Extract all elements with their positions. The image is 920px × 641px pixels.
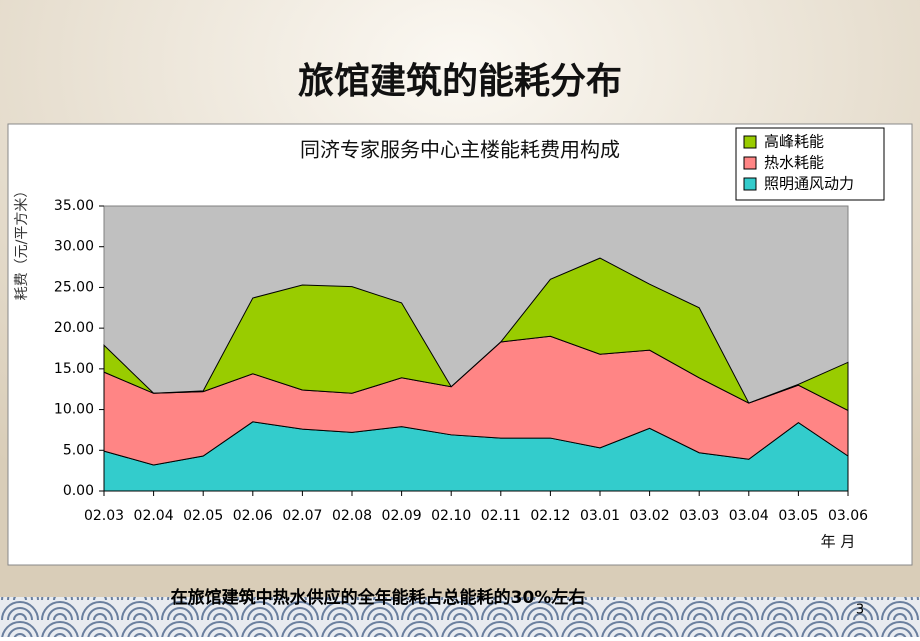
x-tick-label: 02.10 — [431, 508, 471, 524]
page-number: 3 — [856, 603, 864, 618]
legend — [735, 127, 885, 201]
x-axis-label: 年 月 — [821, 533, 856, 551]
y-tick-label: 30.00 — [54, 239, 94, 255]
x-tick-label: 03.04 — [729, 508, 769, 524]
x-tick-label: 02.12 — [530, 508, 570, 524]
footer-note: 在旅馆建筑中热水供应的全年能耗占总能耗的30%左右 — [171, 587, 586, 608]
x-tick-label: 02.07 — [282, 508, 322, 524]
y-tick-label: 10.00 — [54, 402, 94, 418]
x-tick-label: 03.05 — [778, 508, 818, 524]
x-tick-label: 03.03 — [679, 508, 719, 524]
y-tick-label: 0.00 — [63, 483, 94, 499]
legend-swatch — [743, 156, 757, 170]
legend-label: 热水耗能 — [764, 154, 824, 172]
wave-band — [0, 597, 920, 637]
legend-swatch — [743, 135, 757, 149]
x-tick-label: 02.03 — [84, 508, 124, 524]
legend-label: 高峰耗能 — [764, 133, 824, 151]
x-tick-label: 02.06 — [233, 508, 273, 524]
y-tick-label: 35.00 — [54, 198, 94, 214]
y-tick-label: 15.00 — [54, 361, 94, 377]
x-tick-label: 03.01 — [580, 508, 620, 524]
x-tick-label: 02.05 — [183, 508, 223, 524]
x-tick-label: 03.02 — [630, 508, 670, 524]
y-tick-label: 5.00 — [63, 442, 94, 458]
legend-swatch — [743, 177, 757, 191]
x-tick-label: 03.06 — [828, 508, 868, 524]
x-tick-label: 02.08 — [332, 508, 372, 524]
chart-title: 同济专家服务中心主楼能耗费用构成 — [300, 138, 620, 162]
legend-label: 照明通风动力 — [764, 175, 854, 193]
y-tick-label: 25.00 — [54, 279, 94, 295]
slide-title: 旅馆建筑的能耗分布 — [298, 61, 622, 102]
x-tick-label: 02.09 — [382, 508, 422, 524]
x-tick-label: 02.11 — [481, 508, 521, 524]
plot: 0.00 5.00 10.00 15.00 20.00 25.00 30.00 35.00 02… — [54, 198, 868, 524]
y-tick-label: 20.00 — [54, 320, 94, 336]
area — [103, 257, 849, 412]
y-axis-label: 耗费（元/平方米） — [14, 184, 30, 301]
x-tick-label: 02.04 — [134, 508, 174, 524]
